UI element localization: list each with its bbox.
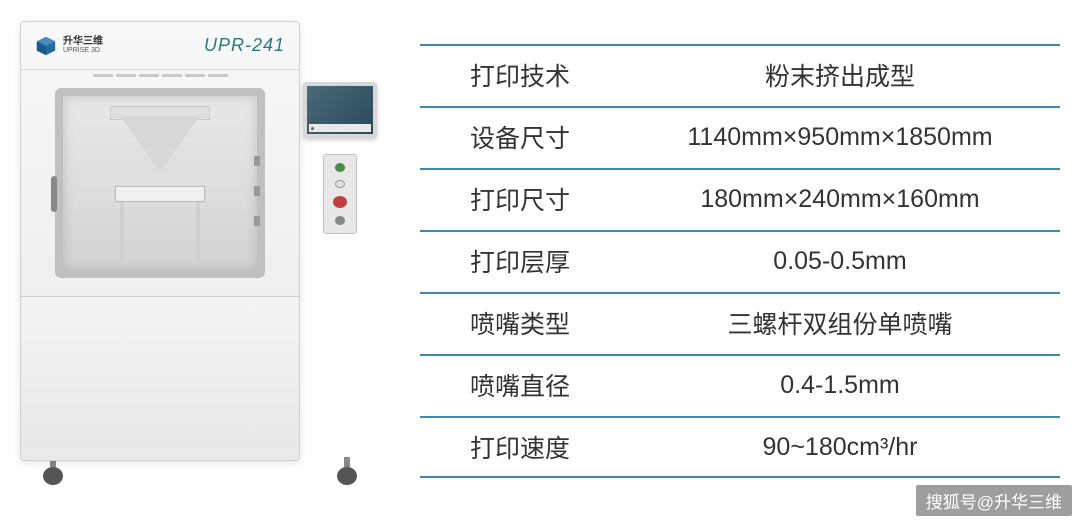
door-handle xyxy=(51,176,57,212)
spec-value: 0.4-1.5mm xyxy=(620,371,1060,400)
aux-button xyxy=(335,180,345,189)
brand-cn: 升华三维 xyxy=(63,37,103,47)
control-panel xyxy=(303,82,377,234)
button-panel xyxy=(323,154,357,234)
spec-value: 三螺杆双组份单喷嘴 xyxy=(620,305,1060,341)
spec-value: 1140mm×950mm×1850mm xyxy=(620,123,1060,152)
spec-label: 打印速度 xyxy=(420,429,620,465)
screen-brand-strip xyxy=(309,124,371,132)
model-label: UPR-241 xyxy=(204,35,285,56)
door-latches xyxy=(254,156,260,226)
spec-value: 180mm×240mm×160mm xyxy=(620,185,1060,214)
brand-logo: 升华三维 UPRISE 3D xyxy=(35,35,103,57)
mode-button xyxy=(335,216,345,225)
spec-label: 打印层厚 xyxy=(420,243,620,279)
brand-text: 升华三维 UPRISE 3D xyxy=(63,37,103,54)
spec-row: 喷嘴类型 三螺杆双组份单喷嘴 xyxy=(420,292,1060,354)
lower-cabinet xyxy=(21,297,299,447)
z-rails xyxy=(120,202,200,262)
logo-cube-icon xyxy=(35,35,57,57)
print-chamber-window xyxy=(55,88,265,278)
hopper-funnel xyxy=(120,116,200,172)
spec-label: 打印尺寸 xyxy=(420,181,620,217)
brand-en: UPRISE 3D xyxy=(63,47,103,54)
spec-label: 喷嘴直径 xyxy=(420,367,620,403)
spec-value: 粉末挤出成型 xyxy=(620,57,1060,93)
spec-row: 打印尺寸 180mm×240mm×160mm xyxy=(420,168,1060,230)
spec-row: 打印技术 粉末挤出成型 xyxy=(420,44,1060,106)
machine-illustration: 升华三维 UPRISE 3D UPR-241 xyxy=(20,21,380,501)
wheel xyxy=(40,457,66,487)
power-button xyxy=(335,163,345,172)
spec-label: 打印技术 xyxy=(420,57,620,93)
spec-row: 打印层厚 0.05-0.5mm xyxy=(420,230,1060,292)
spec-label: 喷嘴类型 xyxy=(420,305,620,341)
spec-row: 设备尺寸 1140mm×950mm×1850mm xyxy=(420,106,1060,168)
top-vents xyxy=(21,70,299,82)
spec-label: 设备尺寸 xyxy=(420,119,620,155)
spec-value: 90~180cm³/hr xyxy=(620,433,1060,462)
spec-value: 0.05-0.5mm xyxy=(620,247,1060,276)
estop-button xyxy=(333,196,347,208)
spec-table: 打印技术 粉末挤出成型 设备尺寸 1140mm×950mm×1850mm 打印尺… xyxy=(420,44,1060,478)
spec-row: 打印速度 90~180cm³/hr xyxy=(420,416,1060,478)
wheel xyxy=(334,457,360,487)
touchscreen xyxy=(303,82,377,138)
spec-row: 喷嘴直径 0.4-1.5mm xyxy=(420,354,1060,416)
machine-header: 升华三维 UPRISE 3D UPR-241 xyxy=(21,22,299,70)
build-platform xyxy=(115,186,205,202)
machine-body: 升华三维 UPRISE 3D UPR-241 xyxy=(20,21,300,461)
caster-wheels xyxy=(20,457,380,487)
watermark: 搜狐号@升华三维 xyxy=(916,485,1072,516)
